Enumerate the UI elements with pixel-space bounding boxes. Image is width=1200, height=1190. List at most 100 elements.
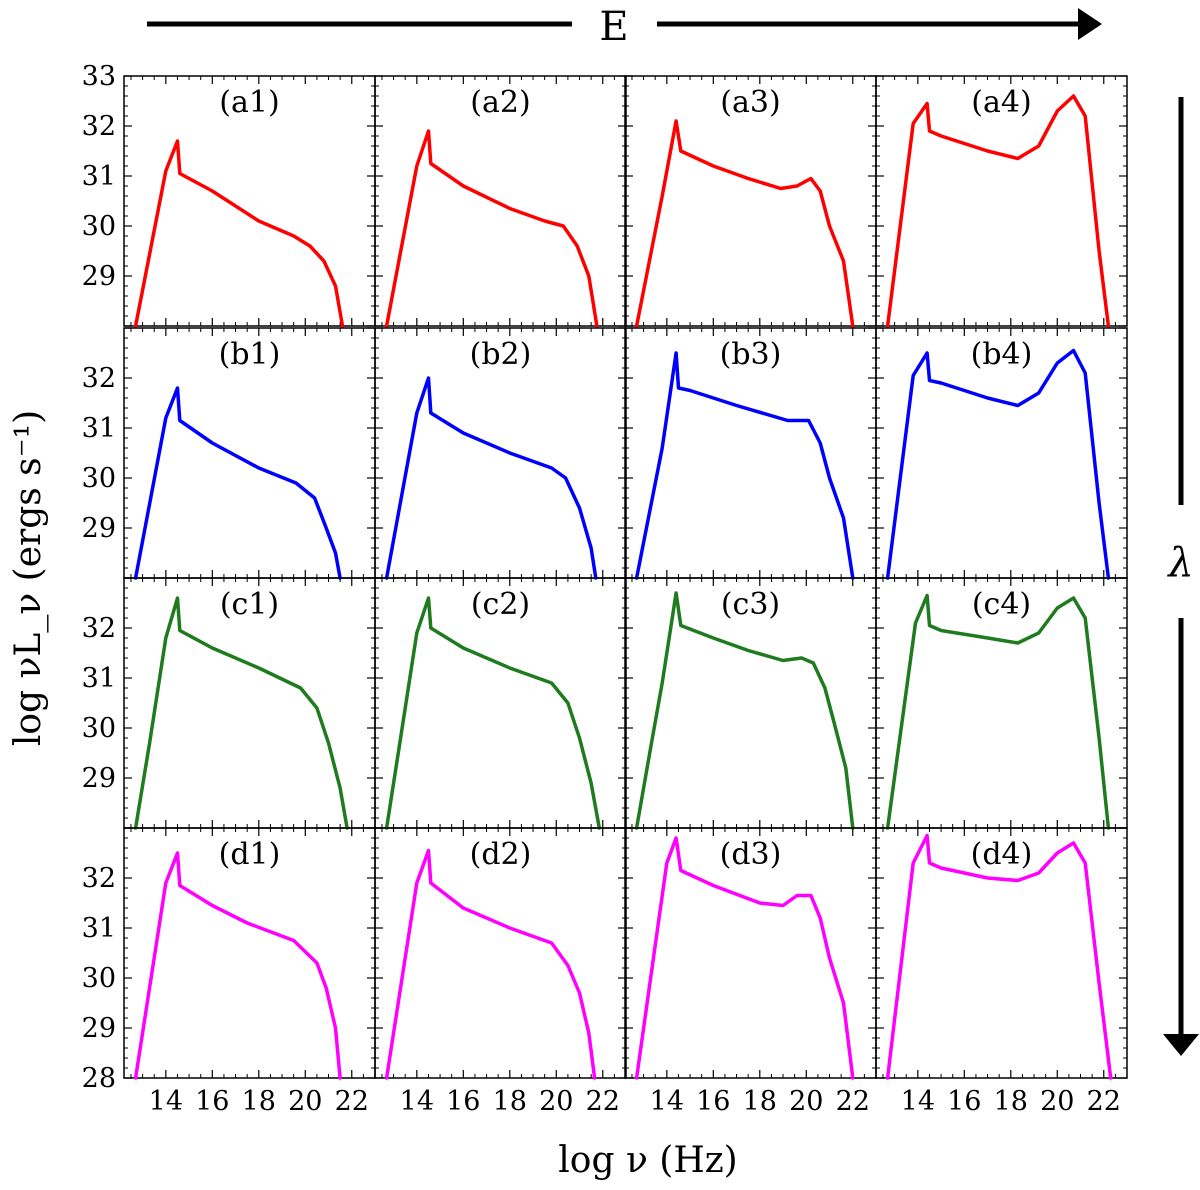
x-tick-label: 16: [195, 1086, 229, 1117]
x-axis-title: log ν (Hz): [558, 1140, 737, 1181]
x-tick-label: 16: [947, 1086, 981, 1117]
y-tick-label: 32: [82, 613, 116, 644]
panel-d3: 14 16 18 20 22 (d3): [624, 827, 877, 1117]
panel-b3: (b3): [624, 327, 877, 580]
y-tick-label: 29: [82, 261, 116, 292]
lambda-arrow-label: λ: [1166, 540, 1193, 586]
x-tick-label: 16: [696, 1086, 730, 1117]
sed-curve: [634, 119, 855, 328]
lambda-arrow: λ: [1163, 97, 1199, 1056]
panel-frame: [875, 827, 1128, 1079]
panel-d4: 14 16 18 20 22 (d4): [875, 827, 1128, 1117]
panel-label: (d4): [971, 837, 1033, 872]
panel-label: (a1): [219, 85, 279, 120]
y-axis-title: log νL_ν (ergs s⁻¹): [8, 410, 49, 746]
panel-frame: [374, 827, 627, 1079]
x-tick-label: 18: [994, 1086, 1028, 1117]
x-tick-label: 22: [586, 1086, 620, 1117]
panel-label: (c2): [471, 587, 530, 622]
panel-label: (a2): [470, 85, 530, 120]
panel-label: (a4): [971, 85, 1031, 120]
sed-curve: [384, 376, 598, 580]
x-tick-label: 14: [650, 1086, 684, 1117]
panel-frame: [374, 75, 627, 327]
x-tick-label: 20: [539, 1086, 573, 1117]
energy-arrow-label: E: [599, 4, 628, 50]
panel-b4: (b4): [875, 327, 1128, 580]
panel-a4: (a4): [875, 75, 1128, 328]
y-tick-label: 31: [82, 663, 116, 694]
y-tick-label: 29: [82, 1013, 116, 1044]
x-tick-label: 18: [743, 1086, 777, 1117]
x-tick-label: 20: [288, 1086, 322, 1117]
y-tick-label: 32: [82, 863, 116, 894]
panel-label: (b2): [470, 337, 532, 372]
x-tick-label: 22: [836, 1086, 870, 1117]
y-tick-label: 30: [82, 463, 116, 494]
sed-curve: [384, 596, 602, 830]
panel-grid: 29 30 31 32 33 (a1) (a2) (a3) (a4) 29 30 31 32 (b1) (b…: [82, 61, 1128, 1117]
sed-curve: [634, 351, 855, 580]
panel-label: (d2): [470, 837, 532, 872]
sed-curve: [133, 851, 342, 1080]
x-tick-label: 20: [1040, 1086, 1074, 1117]
x-tick-label: 14: [901, 1086, 935, 1117]
energy-arrow: E: [147, 4, 1102, 50]
x-tick-label: 22: [335, 1086, 369, 1117]
panel-c2: (c2): [374, 577, 627, 830]
panel-a2: (a2): [374, 75, 627, 328]
x-tick-label: 18: [242, 1086, 276, 1117]
sed-curve: [133, 139, 345, 328]
sed-curve: [634, 836, 855, 1080]
panel-c3: (c3): [624, 577, 877, 830]
y-tick-label: 29: [82, 763, 116, 794]
x-tick-label: 22: [1087, 1086, 1121, 1117]
x-tick-label: 16: [446, 1086, 480, 1117]
panel-b1: 29 30 31 32 (b1): [82, 327, 376, 580]
sed-curve: [133, 386, 342, 580]
y-tick-label: 30: [82, 211, 116, 242]
panel-label: (c4): [972, 587, 1031, 622]
x-tick-label: 18: [493, 1086, 527, 1117]
energy-arrow-head: [1078, 8, 1102, 40]
sed-curve: [384, 848, 597, 1080]
panel-label: (b1): [219, 337, 281, 372]
panel-label: (b4): [971, 337, 1033, 372]
panel-label: (c1): [220, 587, 279, 622]
sed-curve: [885, 833, 1113, 1080]
panel-frame: [875, 75, 1128, 327]
panel-d1: 28 29 30 31 32 14 16 18 20 22 (d1): [82, 827, 376, 1117]
x-tick-label: 20: [789, 1086, 823, 1117]
y-tick-label: 32: [82, 111, 116, 142]
lambda-arrow-head: [1163, 1034, 1199, 1056]
sed-curve: [885, 94, 1111, 328]
y-tick-label: 32: [82, 363, 116, 394]
x-tick-label: 14: [149, 1086, 183, 1117]
y-tick-label: 31: [82, 161, 116, 192]
sed-curve: [885, 593, 1111, 830]
sed-curve: [634, 591, 855, 830]
panel-c4: (c4): [875, 577, 1128, 830]
y-tick-label: 31: [82, 413, 116, 444]
y-tick-label: 30: [82, 963, 116, 994]
panel-label: (b3): [720, 337, 782, 372]
panel-d2: 14 16 18 20 22 (d2): [374, 827, 627, 1117]
y-tick-label: 31: [82, 913, 116, 944]
y-tick-label: 33: [82, 61, 116, 92]
panel-a3: (a3): [624, 75, 877, 328]
panel-label: (d3): [720, 837, 782, 872]
panel-label: (c3): [721, 587, 780, 622]
x-tick-label: 14: [400, 1086, 434, 1117]
y-tick-label: 28: [82, 1063, 116, 1094]
sed-curve: [885, 348, 1111, 580]
y-tick-label: 30: [82, 713, 116, 744]
panel-label: (a3): [720, 85, 780, 120]
panel-b2: (b2): [374, 327, 627, 580]
panel-label: (d1): [219, 837, 281, 872]
sed-curve: [133, 596, 349, 830]
panel-c1: 29 30 31 32 (c1): [82, 577, 376, 830]
sed-curve: [384, 129, 599, 328]
y-tick-label: 29: [82, 513, 116, 544]
panel-a1: 29 30 31 32 33 (a1): [82, 61, 376, 328]
